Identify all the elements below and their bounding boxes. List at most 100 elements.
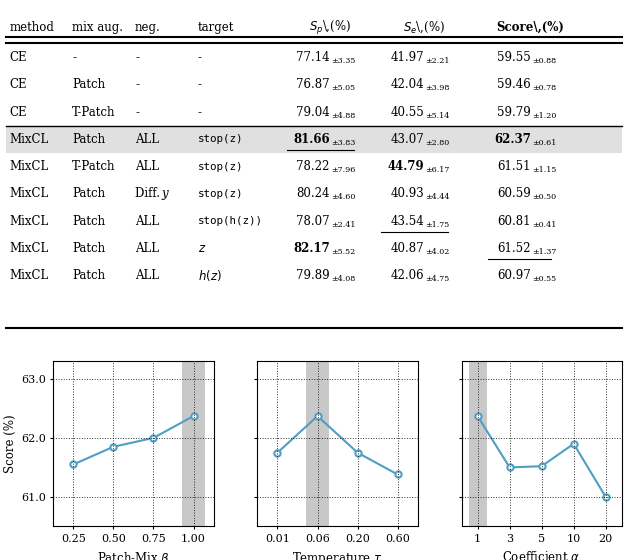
Text: Diff.: Diff. bbox=[135, 188, 163, 200]
Text: target: target bbox=[198, 21, 234, 34]
Text: 40.55: 40.55 bbox=[390, 106, 424, 119]
Text: ±0.55: ±0.55 bbox=[532, 275, 556, 283]
Text: 40.93: 40.93 bbox=[390, 188, 424, 200]
Text: ±0.61: ±0.61 bbox=[532, 139, 556, 147]
Text: ALL: ALL bbox=[135, 269, 159, 282]
Text: 42.06: 42.06 bbox=[390, 269, 424, 282]
Text: 42.04: 42.04 bbox=[390, 78, 424, 91]
Text: ±1.15: ±1.15 bbox=[532, 166, 556, 174]
Text: -: - bbox=[135, 51, 139, 64]
Text: ALL: ALL bbox=[135, 242, 159, 255]
Text: 78.22: 78.22 bbox=[296, 160, 330, 173]
Text: ±3.35: ±3.35 bbox=[331, 57, 355, 65]
Text: CE: CE bbox=[9, 106, 27, 119]
Text: $h(z)$: $h(z)$ bbox=[198, 268, 222, 283]
Bar bbox=[306, 361, 328, 526]
Text: ±4.08: ±4.08 bbox=[331, 275, 355, 283]
Text: CE: CE bbox=[9, 78, 27, 91]
Text: Patch: Patch bbox=[72, 242, 106, 255]
Text: 82.17: 82.17 bbox=[293, 242, 330, 255]
Text: -: - bbox=[198, 106, 202, 119]
Text: 60.59: 60.59 bbox=[497, 188, 531, 200]
Text: 76.87: 76.87 bbox=[296, 78, 330, 91]
X-axis label: Coefficient $\alpha$: Coefficient $\alpha$ bbox=[502, 549, 581, 560]
Text: 59.79: 59.79 bbox=[497, 106, 531, 119]
Text: ±5.52: ±5.52 bbox=[331, 248, 355, 256]
Text: ±2.80: ±2.80 bbox=[425, 139, 450, 147]
Text: -: - bbox=[198, 78, 202, 91]
Text: -: - bbox=[72, 51, 76, 64]
Text: T-Patch: T-Patch bbox=[72, 106, 116, 119]
Text: 44.79: 44.79 bbox=[387, 160, 424, 173]
Text: ±2.41: ±2.41 bbox=[331, 221, 355, 228]
Text: 77.14: 77.14 bbox=[296, 51, 330, 64]
Text: ±7.96: ±7.96 bbox=[331, 166, 355, 174]
Text: $S_e$\,(%): $S_e$\,(%) bbox=[403, 20, 445, 35]
Text: -: - bbox=[135, 106, 139, 119]
Y-axis label: Score (%): Score (%) bbox=[4, 414, 17, 473]
Text: stop(z): stop(z) bbox=[198, 134, 243, 144]
Text: 59.55: 59.55 bbox=[497, 51, 531, 64]
Text: ±2.21: ±2.21 bbox=[425, 57, 450, 65]
Text: 41.97: 41.97 bbox=[390, 51, 424, 64]
Text: ALL: ALL bbox=[135, 160, 159, 173]
Text: ±4.60: ±4.60 bbox=[331, 193, 355, 202]
Text: mix aug.: mix aug. bbox=[72, 21, 123, 34]
Bar bbox=[182, 361, 205, 526]
Text: MixCL: MixCL bbox=[9, 133, 49, 146]
Text: $S_p$\,(%): $S_p$\,(%) bbox=[308, 18, 351, 36]
Text: Score\,(%): Score\,(%) bbox=[497, 21, 565, 34]
Text: CE: CE bbox=[9, 51, 27, 64]
Bar bbox=[468, 361, 487, 526]
Text: 78.07: 78.07 bbox=[296, 214, 330, 228]
Text: stop(h(z)): stop(h(z)) bbox=[198, 216, 263, 226]
Text: stop(z): stop(z) bbox=[198, 162, 243, 172]
Text: T-Patch: T-Patch bbox=[72, 160, 116, 173]
Text: ±5.05: ±5.05 bbox=[331, 84, 355, 92]
Text: -: - bbox=[135, 78, 139, 91]
Text: ±5.14: ±5.14 bbox=[425, 111, 450, 119]
Text: ±0.41: ±0.41 bbox=[532, 221, 556, 228]
Text: ±1.37: ±1.37 bbox=[532, 248, 556, 256]
Text: ±3.98: ±3.98 bbox=[425, 84, 450, 92]
Text: ±3.83: ±3.83 bbox=[331, 139, 355, 147]
Text: Patch: Patch bbox=[72, 188, 106, 200]
Text: 79.04: 79.04 bbox=[296, 106, 330, 119]
Text: ±6.17: ±6.17 bbox=[425, 166, 450, 174]
Text: 62.37: 62.37 bbox=[494, 133, 531, 146]
Text: 43.07: 43.07 bbox=[390, 133, 424, 146]
X-axis label: Temperature $\tau$: Temperature $\tau$ bbox=[292, 549, 383, 560]
Text: ALL: ALL bbox=[135, 214, 159, 228]
Text: method: method bbox=[9, 21, 54, 34]
Text: 59.46: 59.46 bbox=[497, 78, 531, 91]
Text: ±1.20: ±1.20 bbox=[532, 111, 556, 119]
Text: Patch: Patch bbox=[72, 133, 106, 146]
Text: MixCL: MixCL bbox=[9, 242, 49, 255]
Text: ±0.78: ±0.78 bbox=[532, 84, 556, 92]
Text: Patch: Patch bbox=[72, 269, 106, 282]
Text: 60.81: 60.81 bbox=[497, 214, 531, 228]
Text: $z$: $z$ bbox=[198, 242, 206, 255]
Text: 40.87: 40.87 bbox=[390, 242, 424, 255]
Text: 81.66: 81.66 bbox=[293, 133, 330, 146]
Text: ±1.75: ±1.75 bbox=[425, 221, 450, 228]
Text: MixCL: MixCL bbox=[9, 214, 49, 228]
Text: ±4.88: ±4.88 bbox=[331, 111, 355, 119]
Text: MixCL: MixCL bbox=[9, 160, 49, 173]
Text: 61.51: 61.51 bbox=[497, 160, 531, 173]
Text: Patch: Patch bbox=[72, 214, 106, 228]
Text: y: y bbox=[161, 188, 168, 200]
Text: stop(z): stop(z) bbox=[198, 189, 243, 199]
Text: ±0.88: ±0.88 bbox=[532, 57, 556, 65]
Text: -: - bbox=[198, 51, 202, 64]
Text: Patch: Patch bbox=[72, 78, 106, 91]
Text: MixCL: MixCL bbox=[9, 269, 49, 282]
Text: ALL: ALL bbox=[135, 133, 159, 146]
Text: ±4.02: ±4.02 bbox=[425, 248, 450, 256]
Text: ±4.44: ±4.44 bbox=[425, 193, 450, 202]
Text: 80.24: 80.24 bbox=[296, 188, 330, 200]
Text: neg.: neg. bbox=[135, 21, 161, 34]
Text: 43.54: 43.54 bbox=[390, 214, 424, 228]
Text: 61.52: 61.52 bbox=[497, 242, 531, 255]
Text: 79.89: 79.89 bbox=[296, 269, 330, 282]
